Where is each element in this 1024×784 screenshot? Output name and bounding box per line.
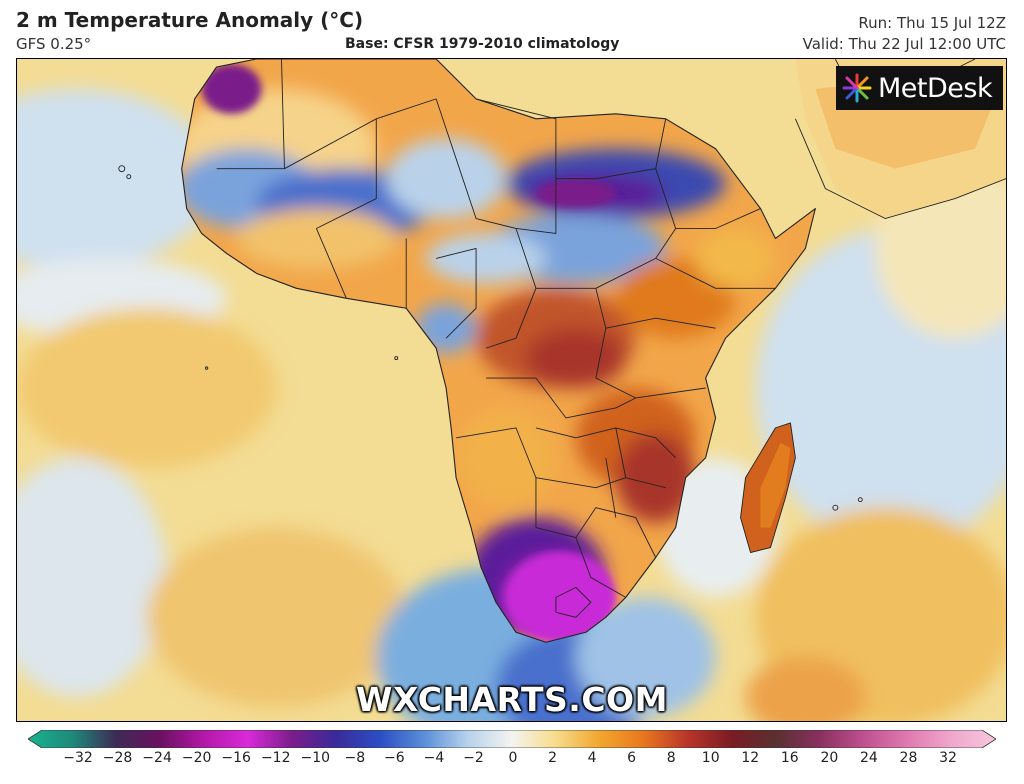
color-scale-tick: 12 (741, 750, 760, 766)
color-scale-tick: 10 (701, 750, 720, 766)
anomaly-map (16, 58, 1007, 722)
color-scale-tick: −2 (463, 750, 484, 766)
islands (118, 165, 863, 511)
color-scale-tick: 8 (666, 750, 676, 766)
chart-title: 2 m Temperature Anomaly (°C) (16, 8, 364, 32)
climatology-base-label: Base: CFSR 1979-2010 climatology (345, 36, 620, 52)
model-label: GFS 0.25° (16, 35, 92, 53)
color-scale-tick: 2 (548, 750, 557, 766)
color-scale-tick: 28 (899, 750, 918, 766)
color-scale-tick: 0 (508, 750, 518, 766)
metdesk-logo: MetDesk (836, 66, 1003, 110)
color-scale-tick: 20 (820, 750, 839, 766)
color-scale-tick: −4 (423, 750, 445, 766)
color-scale-tick: −12 (260, 750, 291, 766)
color-scale-tick: −6 (384, 750, 405, 766)
color-scale-bar (28, 730, 996, 748)
color-scale-tick: −8 (344, 750, 366, 766)
color-scale-tick: −10 (300, 750, 331, 766)
valid-time-label: Valid: Thu 22 Jul 12:00 UTC (802, 35, 1006, 53)
color-scale-tick: −16 (221, 750, 251, 766)
color-scale-gradient (28, 730, 996, 748)
metdesk-burst-icon (842, 73, 872, 103)
run-time-label: Run: Thu 15 Jul 12Z (858, 14, 1006, 32)
color-scale-tick: −24 (142, 750, 172, 766)
color-scale-tick: 6 (627, 750, 637, 766)
wxcharts-watermark: WXCHARTS.COM (356, 680, 668, 719)
country-borders (181, 59, 1006, 643)
color-scale-tick: 32 (939, 750, 957, 766)
color-scale-tick: −28 (102, 750, 133, 766)
color-scale-tick: 24 (859, 750, 878, 766)
logo-text: MetDesk (878, 72, 993, 104)
color-scale-tick: 4 (587, 750, 597, 766)
color-scale-tick: 16 (780, 750, 799, 766)
color-scale-tick: −20 (181, 750, 212, 766)
map-canvas (17, 59, 1006, 721)
color-scale-tick: −32 (63, 750, 93, 766)
african-continent (181, 59, 816, 643)
